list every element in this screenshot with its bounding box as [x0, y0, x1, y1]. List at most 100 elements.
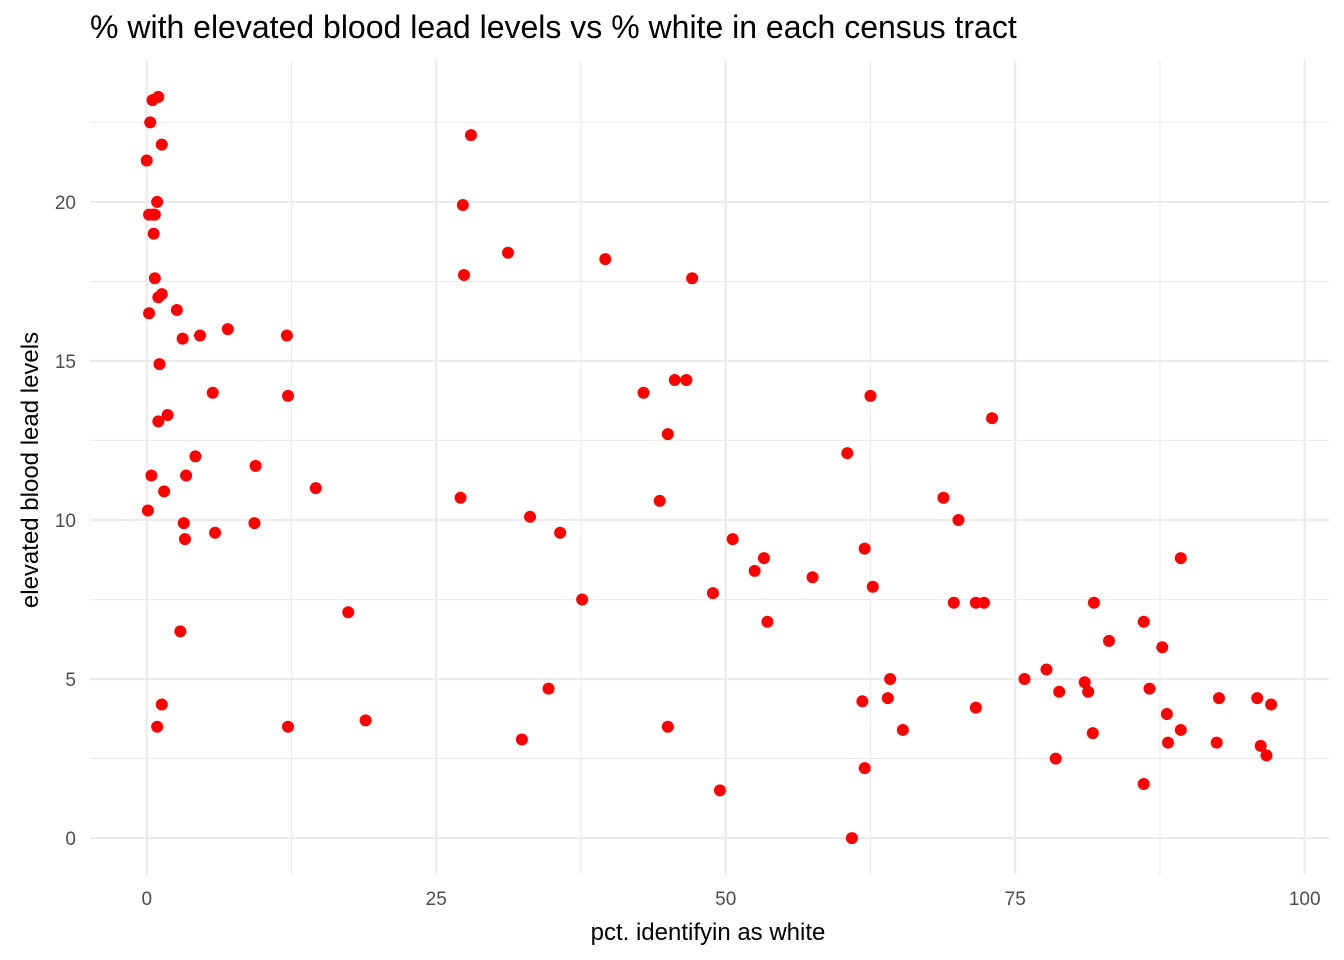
- data-point: [151, 720, 164, 733]
- data-point: [866, 580, 879, 593]
- data-point: [145, 469, 158, 482]
- data-point: [152, 90, 165, 103]
- major-gridlines: [90, 60, 1329, 875]
- y-tick-label: 0: [65, 829, 76, 850]
- data-point: [576, 593, 589, 606]
- data-point: [177, 517, 190, 530]
- x-tick-label: 50: [715, 889, 736, 910]
- data-point: [280, 329, 293, 342]
- data-point: [706, 587, 719, 600]
- data-point: [151, 195, 164, 208]
- data-point: [454, 491, 467, 504]
- data-point: [542, 682, 555, 695]
- data-point: [147, 227, 160, 240]
- x-axis-title: pct. identifyin as white: [591, 919, 826, 946]
- data-point: [194, 329, 207, 342]
- data-point: [141, 504, 154, 517]
- data-point: [653, 494, 666, 507]
- data-point: [309, 482, 322, 495]
- data-point: [1265, 698, 1278, 711]
- x-tick-label: 100: [1289, 889, 1321, 910]
- data-points: [140, 90, 1278, 845]
- x-tick-label: 75: [1005, 889, 1026, 910]
- x-tick-label: 25: [426, 889, 447, 910]
- data-point: [170, 304, 183, 317]
- data-point: [458, 269, 471, 282]
- data-point: [1053, 685, 1066, 698]
- data-point: [856, 695, 869, 708]
- y-axis-title: elevated blood lead levels: [17, 332, 44, 608]
- data-point: [661, 720, 674, 733]
- y-tick-label: 15: [55, 352, 76, 373]
- y-tick-label: 5: [65, 670, 76, 691]
- data-point: [864, 389, 877, 402]
- data-point: [726, 533, 739, 546]
- data-point: [884, 673, 897, 686]
- data-point: [143, 307, 156, 320]
- data-point: [668, 374, 681, 387]
- x-axis-tick-labels: 0 25 50 75 100: [141, 889, 1320, 910]
- data-point: [952, 513, 965, 526]
- data-point: [249, 459, 262, 472]
- data-point: [464, 129, 477, 142]
- y-axis-tick-labels: 0 5 10 15 20: [55, 193, 76, 850]
- data-point: [174, 625, 187, 638]
- data-point: [155, 698, 168, 711]
- data-point: [896, 723, 909, 736]
- data-point: [1260, 749, 1273, 762]
- data-point: [680, 374, 693, 387]
- data-point: [524, 510, 537, 523]
- data-point: [282, 389, 295, 402]
- y-tick-label: 10: [55, 511, 76, 532]
- data-point: [806, 571, 819, 584]
- data-point: [1102, 634, 1115, 647]
- data-point: [1137, 615, 1150, 628]
- data-point: [858, 762, 871, 775]
- data-point: [947, 596, 960, 609]
- data-point: [554, 526, 567, 539]
- data-point: [176, 332, 189, 345]
- data-point: [148, 208, 161, 221]
- data-point: [841, 447, 854, 460]
- data-point: [1087, 596, 1100, 609]
- data-point: [221, 323, 234, 336]
- data-point: [881, 692, 894, 705]
- data-point: [178, 533, 191, 546]
- data-point: [153, 358, 166, 371]
- data-point: [209, 526, 222, 539]
- data-point: [152, 291, 165, 304]
- data-point: [937, 491, 950, 504]
- data-point: [148, 272, 161, 285]
- data-point: [1018, 673, 1031, 686]
- data-point: [686, 272, 699, 285]
- data-point: [969, 701, 982, 714]
- data-point: [152, 415, 165, 428]
- data-point: [757, 552, 770, 565]
- data-point: [761, 615, 774, 628]
- data-point: [1212, 692, 1225, 705]
- data-point: [359, 714, 372, 727]
- data-point: [845, 832, 858, 845]
- data-point: [1251, 692, 1264, 705]
- data-point: [599, 253, 612, 266]
- chart-title: % with elevated blood lead levels vs % w…: [90, 9, 1017, 45]
- x-tick-label: 0: [141, 889, 152, 910]
- data-point: [456, 199, 469, 212]
- data-point: [1160, 708, 1173, 721]
- data-point: [144, 116, 157, 129]
- data-point: [858, 542, 871, 555]
- data-point: [637, 386, 650, 399]
- data-point: [1078, 676, 1091, 689]
- data-point: [155, 138, 168, 151]
- data-point: [515, 733, 528, 746]
- data-point: [1254, 739, 1267, 752]
- data-point: [1082, 685, 1095, 698]
- data-point: [1137, 778, 1150, 791]
- data-point: [977, 596, 990, 609]
- data-point: [1040, 663, 1053, 676]
- data-point: [1086, 727, 1099, 740]
- data-point: [1143, 682, 1156, 695]
- data-point: [161, 409, 174, 422]
- data-point: [206, 386, 219, 399]
